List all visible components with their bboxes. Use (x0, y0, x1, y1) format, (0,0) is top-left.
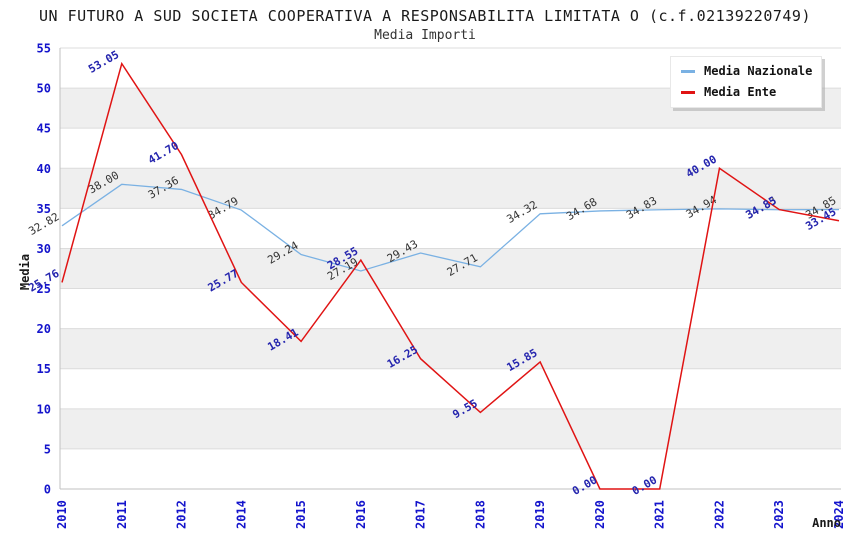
y-tick-label: 40 (37, 162, 51, 176)
legend-label-media-nazionale: Media Nazionale (704, 64, 813, 78)
legend-item-media-nazionale: Media Nazionale (681, 64, 813, 78)
y-tick-label: 0 (44, 483, 51, 497)
y-axis-ticks: 0 5 10 15 20 25 30 35 40 45 50 55 (37, 42, 51, 497)
x-tick-label: 2024 (832, 500, 846, 529)
y-tick-label: 35 (37, 202, 51, 216)
series-line (61, 61, 840, 490)
y-tick-label: 30 (37, 242, 51, 256)
media-ente-line-swatch (681, 90, 695, 94)
y-tick-label: 55 (37, 42, 51, 56)
y-tick-label: 5 (44, 442, 51, 456)
x-tick-label: 2018 (473, 500, 487, 529)
y-axis-title: Media (18, 254, 32, 290)
x-tick-label: 2012 (175, 500, 189, 529)
grid-lines (59, 47, 841, 490)
y-tick-label: 25 (37, 282, 51, 296)
x-tick-label: 2021 (653, 500, 667, 529)
x-axis-ticks: 2010 2011 2012 2014 2015 2016 2017 2018 2019 2020… (55, 500, 846, 529)
y-tick-label: 45 (37, 122, 51, 136)
y-tick-label: 20 (37, 322, 51, 336)
y-tick-label: 10 (37, 402, 51, 416)
y-tick-label: 50 (37, 82, 51, 96)
chart-title: UN FUTURO A SUD SOCIETA COOPERATIVA A RE… (39, 7, 811, 25)
x-tick-label: 2019 (533, 500, 547, 529)
x-tick-label: 2022 (712, 500, 726, 529)
x-tick-label: 2015 (294, 500, 308, 529)
legend-label-media-ente: Media Ente (704, 85, 777, 99)
legend-item-media-ente: Media Ente (681, 85, 811, 99)
y-tick-label: 15 (37, 362, 51, 376)
x-tick-label: 2011 (115, 500, 129, 529)
x-tick-label: 2014 (234, 500, 248, 529)
x-tick-label: 2016 (354, 500, 368, 529)
series-line (61, 183, 840, 272)
x-tick-label: 2020 (593, 500, 607, 529)
chart-subtitle: Media Importi (374, 28, 476, 43)
x-axis-title: Anno (812, 516, 841, 530)
legend: Media Nazionale Media Ente (670, 56, 822, 108)
media-nazionale-line-swatch (681, 69, 695, 73)
x-tick-label: 2023 (772, 500, 786, 529)
x-tick-label: 2010 (55, 500, 69, 529)
x-tick-label: 2017 (414, 500, 428, 529)
